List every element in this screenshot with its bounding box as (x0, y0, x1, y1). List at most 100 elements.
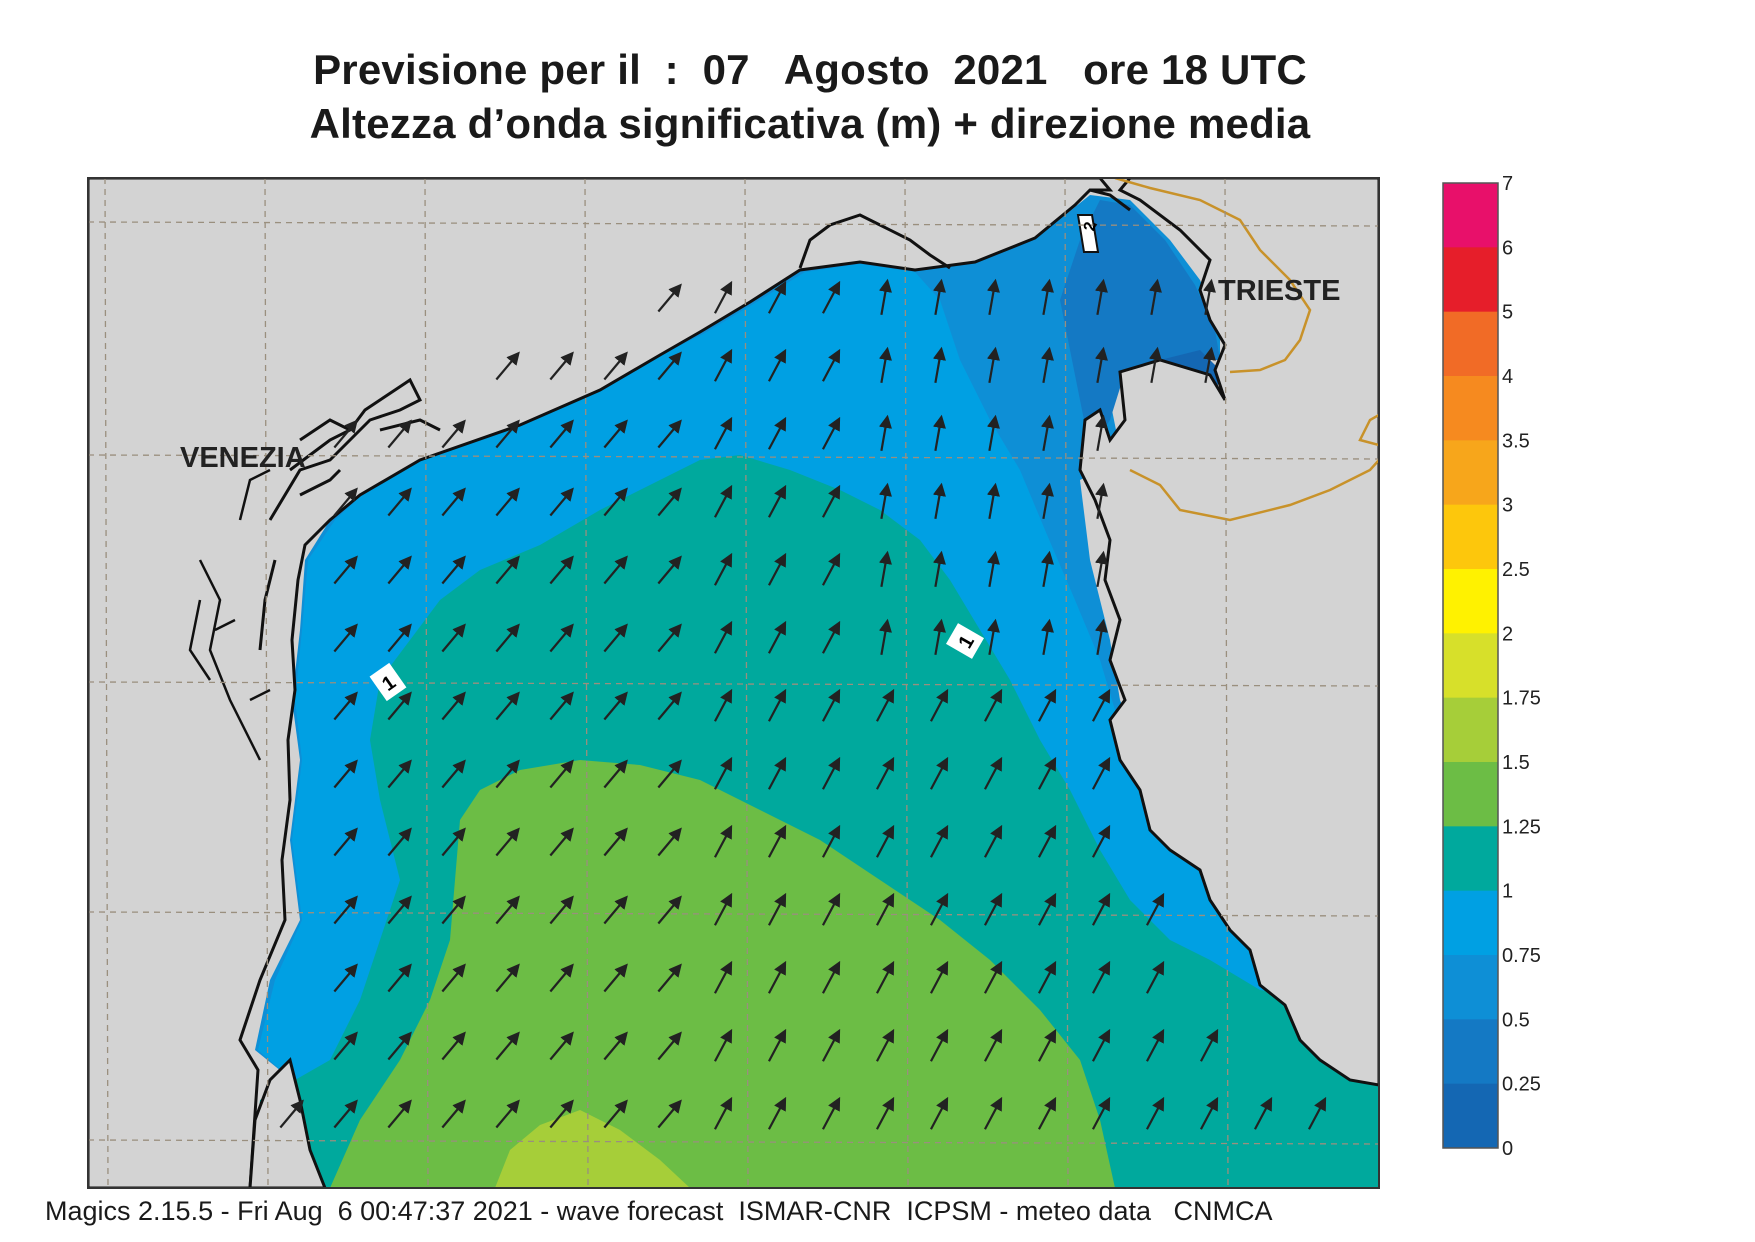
wave-direction-arrow (333, 487, 358, 517)
colorbar-swatch (1443, 311, 1498, 377)
colorbar-swatch (1443, 697, 1498, 763)
wave-direction-arrow (387, 963, 412, 993)
wave-direction-arrow (767, 960, 787, 994)
wave-direction-arrow (986, 550, 1000, 587)
wave-direction-arrow (495, 623, 520, 653)
wave-direction-arrow (603, 759, 628, 789)
wave-direction-arrow (1145, 1096, 1165, 1130)
wave-direction-arrow (1307, 1096, 1327, 1130)
colorbar-swatch (1443, 569, 1498, 634)
wave-direction-arrow (441, 963, 466, 993)
colorbar-swatch (1443, 762, 1498, 827)
wave-direction-arrow (1253, 1096, 1273, 1130)
wave-direction-arrow (657, 827, 682, 857)
wave-direction-arrow (713, 1028, 733, 1062)
wave-direction-arrow (713, 552, 733, 586)
wave-direction-arrow (713, 620, 733, 654)
wave-direction-arrow (495, 487, 520, 517)
colorbar-swatch (1443, 376, 1498, 441)
wave-direction-arrow (1040, 346, 1054, 383)
wave-direction-arrow (387, 623, 412, 653)
wave-direction-arrow (1094, 414, 1108, 451)
wave-direction-arrow (713, 348, 733, 382)
wave-direction-arrow (603, 487, 628, 517)
wave-direction-arrow (875, 1028, 895, 1062)
wave-direction-arrow (767, 756, 787, 790)
wave-direction-arrow (441, 623, 466, 653)
colorbar-tick-label: 1.25 (1502, 816, 1541, 838)
wave-direction-arrow (983, 960, 1003, 994)
wave-direction-arrow (713, 416, 733, 450)
wave-direction-arrow (495, 419, 520, 449)
wave-direction-arrow (929, 892, 949, 926)
colorbar-tick-label: 1.5 (1502, 752, 1530, 774)
wave-direction-arrow (1094, 482, 1108, 519)
wave-direction-arrow (333, 555, 358, 585)
wave-direction-arrow (1094, 618, 1108, 655)
wave-direction-arrow (986, 414, 1000, 451)
wave-direction-arrow (1094, 550, 1108, 587)
wave-direction-arrow (549, 623, 574, 653)
colorbar-tick-label: 0.75 (1502, 945, 1541, 967)
colorbar-tick-label: 1 (1502, 881, 1513, 903)
wave-direction-arrow (549, 827, 574, 857)
wave-direction-arrow (1040, 550, 1054, 587)
wave-direction-arrow (713, 280, 733, 314)
wave-direction-arrow (1091, 1096, 1111, 1130)
wave-direction-arrow (657, 1099, 682, 1129)
wave-direction-arrow (549, 895, 574, 925)
wave-direction-arrow (603, 895, 628, 925)
wave-direction-arrow (441, 487, 466, 517)
wave-direction-arrow (333, 1031, 358, 1061)
colorbar-tick-label: 7 (1502, 173, 1513, 195)
wave-direction-arrow (1145, 1028, 1165, 1062)
trieste-marker (1076, 214, 1100, 253)
wave-direction-arrow (1037, 1028, 1057, 1062)
wave-direction-arrow (441, 419, 466, 449)
wave-direction-arrow (1037, 892, 1057, 926)
wave-direction-arrow (1148, 346, 1162, 383)
wave-direction-arrows (279, 278, 1327, 1130)
colorbar-swatch (1443, 504, 1498, 570)
wave-direction-arrow (549, 759, 574, 789)
wave-direction-arrow (549, 487, 574, 517)
wave-direction-arrow (657, 691, 682, 721)
wave-direction-arrow (875, 688, 895, 722)
wave-direction-arrow (767, 892, 787, 926)
wave-direction-arrow (821, 416, 841, 450)
wave-direction-arrow (657, 351, 682, 381)
wave-direction-arrow (767, 1028, 787, 1062)
wave-direction-arrow (1037, 756, 1057, 790)
wave-direction-arrow (875, 756, 895, 790)
city-label-trieste: TRIESTE (1218, 275, 1340, 307)
wave-direction-arrow (549, 351, 574, 381)
graticule (88, 178, 1379, 1188)
wave-direction-arrow (1202, 346, 1216, 383)
wave-direction-arrow (767, 416, 787, 450)
wave-direction-arrow (1037, 824, 1057, 858)
wave-direction-arrow (495, 555, 520, 585)
wave-direction-arrow (1037, 960, 1057, 994)
wave-direction-arrow (821, 688, 841, 722)
wave-direction-arrow (657, 555, 682, 585)
contour-label-1-east: 1 (946, 623, 984, 659)
wave-direction-arrow (929, 756, 949, 790)
wave-direction-arrow (495, 1099, 520, 1129)
wave-direction-arrow (878, 414, 892, 451)
wave-direction-arrow (713, 484, 733, 518)
wave-direction-arrow (441, 1099, 466, 1129)
colorbar-tick-label: 2 (1502, 623, 1513, 645)
wave-direction-arrow (387, 827, 412, 857)
wave-direction-arrow (333, 759, 358, 789)
colorbar-swatch (1443, 826, 1498, 892)
wave-direction-arrow (1091, 756, 1111, 790)
wave-direction-arrow (1091, 960, 1111, 994)
wave-direction-arrow (983, 1028, 1003, 1062)
wave-direction-arrow (821, 1028, 841, 1062)
wave-direction-arrow (767, 620, 787, 654)
wave-direction-arrow (1037, 1096, 1057, 1130)
wave-direction-arrow (767, 484, 787, 518)
wave-direction-arrow (821, 552, 841, 586)
wave-direction-arrow (986, 482, 1000, 519)
veneto-land (88, 178, 1114, 1188)
